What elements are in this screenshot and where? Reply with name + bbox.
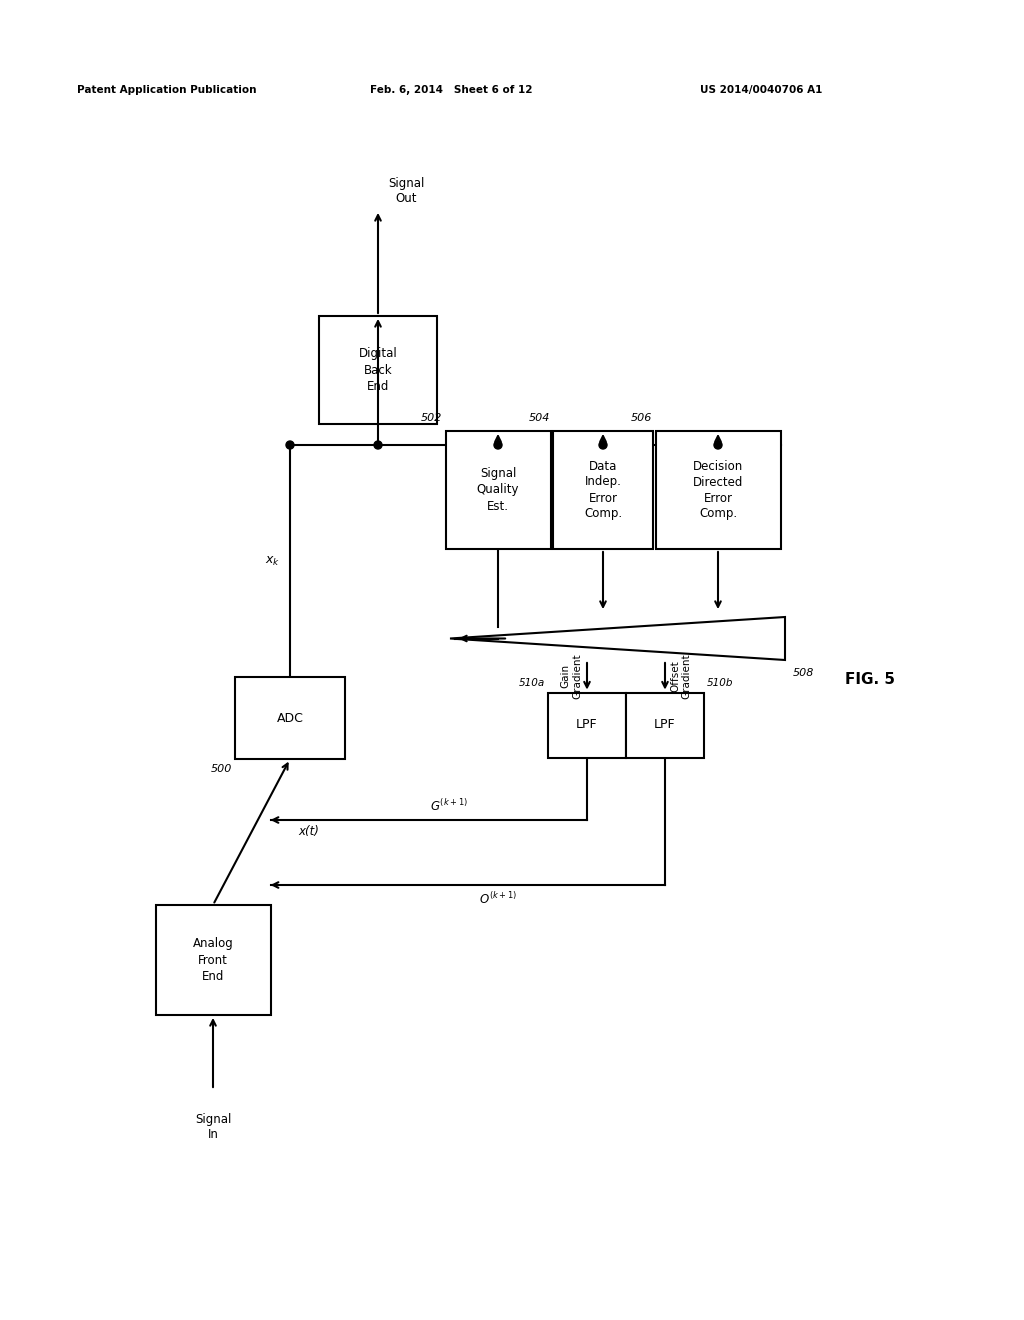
Text: 506: 506 bbox=[631, 413, 652, 422]
Text: Patent Application Publication: Patent Application Publication bbox=[77, 84, 256, 95]
Text: $G^{(k+1)}$: $G^{(k+1)}$ bbox=[430, 799, 468, 814]
Text: Offset
Gradient: Offset Gradient bbox=[670, 653, 691, 700]
Text: 500: 500 bbox=[211, 764, 232, 774]
Text: LPF: LPF bbox=[577, 718, 598, 731]
Bar bbox=[626, 693, 705, 758]
Text: Feb. 6, 2014   Sheet 6 of 12: Feb. 6, 2014 Sheet 6 of 12 bbox=[370, 84, 532, 95]
Bar bbox=[156, 906, 270, 1015]
Bar bbox=[445, 432, 551, 549]
Text: x(t): x(t) bbox=[298, 825, 318, 838]
Text: Decision
Directed
Error
Comp.: Decision Directed Error Comp. bbox=[693, 459, 743, 520]
Text: Analog
Front
End: Analog Front End bbox=[193, 937, 233, 982]
Text: 504: 504 bbox=[528, 413, 550, 422]
Bar bbox=[234, 677, 345, 759]
Bar bbox=[548, 693, 626, 758]
Circle shape bbox=[714, 441, 722, 449]
Text: FIG. 5: FIG. 5 bbox=[845, 672, 895, 688]
Text: 508: 508 bbox=[793, 668, 814, 678]
Text: Data
Indep.
Error
Comp.: Data Indep. Error Comp. bbox=[584, 459, 622, 520]
Text: LPF: LPF bbox=[654, 718, 676, 731]
Bar bbox=[655, 432, 780, 549]
Text: $O^{(k+1)}$: $O^{(k+1)}$ bbox=[479, 891, 517, 907]
Text: 510a: 510a bbox=[519, 678, 545, 689]
Bar bbox=[319, 315, 437, 424]
Circle shape bbox=[374, 441, 382, 449]
Text: 502: 502 bbox=[421, 413, 442, 422]
Bar bbox=[553, 432, 653, 549]
Circle shape bbox=[286, 441, 294, 449]
Text: Gain
Gradient: Gain Gradient bbox=[560, 653, 582, 700]
Text: Signal
In: Signal In bbox=[195, 1113, 231, 1140]
Text: Signal
Out: Signal Out bbox=[388, 177, 424, 205]
Circle shape bbox=[599, 441, 607, 449]
Text: 510b: 510b bbox=[707, 678, 733, 689]
Text: Signal
Quality
Est.: Signal Quality Est. bbox=[477, 467, 519, 512]
Circle shape bbox=[494, 441, 502, 449]
Text: Digital
Back
End: Digital Back End bbox=[358, 347, 397, 392]
Text: ADC: ADC bbox=[276, 711, 303, 725]
Text: $x_k$: $x_k$ bbox=[265, 554, 280, 568]
Text: US 2014/0040706 A1: US 2014/0040706 A1 bbox=[700, 84, 822, 95]
